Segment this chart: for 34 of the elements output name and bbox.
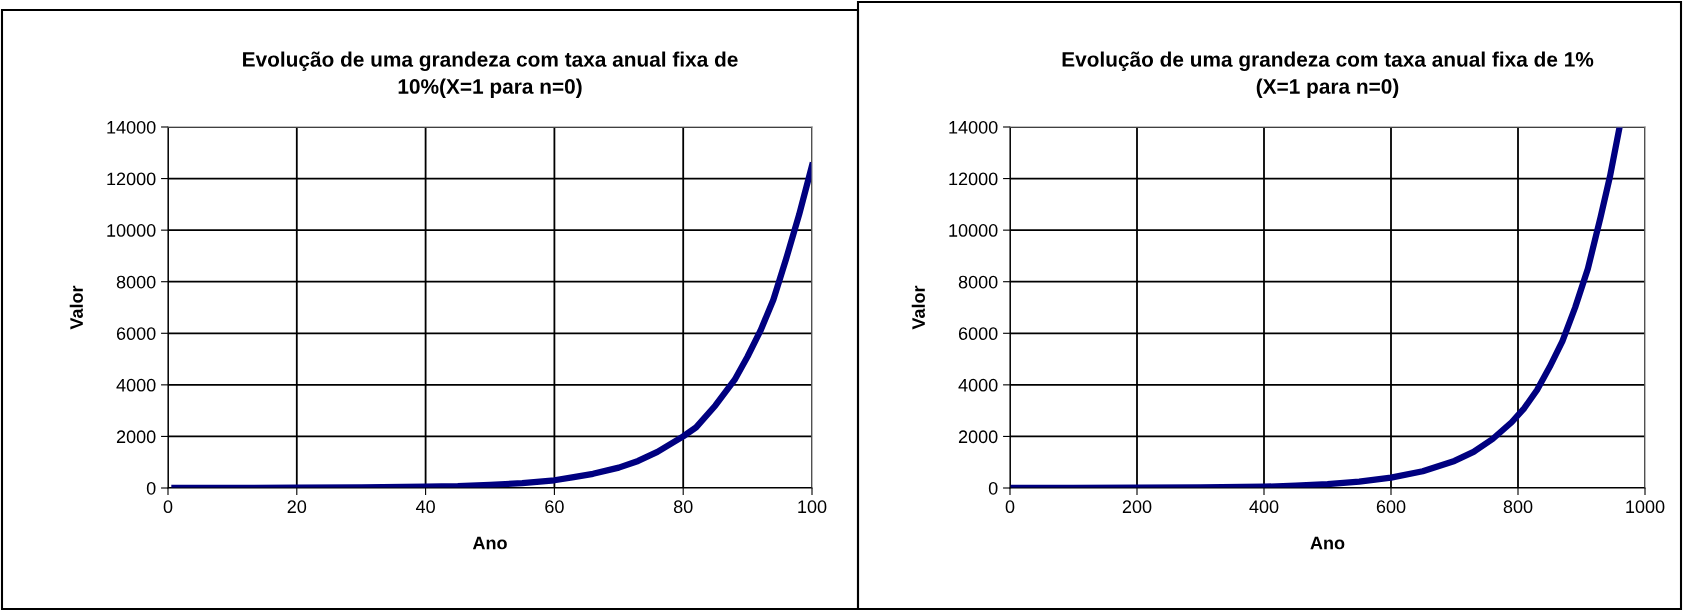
x-tick-label: 200 xyxy=(1122,500,1152,514)
x-axis-title: Ano xyxy=(472,536,507,550)
x-tick-label: 600 xyxy=(1376,500,1406,514)
y-tick-label: 12000 xyxy=(949,172,998,186)
x-axis-title: Ano xyxy=(1310,536,1345,550)
y-axis-title: Valor xyxy=(69,285,83,330)
y-tick-label: 10000 xyxy=(107,224,156,237)
y-tick-label: 14000 xyxy=(949,120,998,134)
x-tick-label: 1000 xyxy=(1626,500,1665,514)
x-tick-label: 400 xyxy=(1249,500,1279,514)
x-tick-label: 20 xyxy=(287,500,307,514)
y-tick-label: 12000 xyxy=(107,172,156,186)
y-tick-label: 2000 xyxy=(958,430,998,444)
x-tick-label: 40 xyxy=(415,500,435,514)
y-tick-label: 2000 xyxy=(116,430,156,444)
x-tick-label: 60 xyxy=(545,500,564,514)
y-tick-label: 6000 xyxy=(116,327,156,341)
y-tick-label: 0 xyxy=(988,481,998,495)
x-tick-label: 100 xyxy=(798,500,827,514)
x-tick-label: 0 xyxy=(163,500,173,514)
y-tick-label: 0 xyxy=(146,481,156,495)
chart-title: Evolução de uma grandeza com taxa anual fixa de 10%(X=1 para n=0) xyxy=(243,51,738,98)
x-tick-label: 0 xyxy=(1005,500,1015,514)
y-tick-label: 8000 xyxy=(116,275,156,289)
y-axis-title: Valor xyxy=(911,285,925,330)
y-tick-label: 10000 xyxy=(949,224,998,237)
y-tick-label: 8000 xyxy=(958,275,998,289)
y-tick-label: 4000 xyxy=(116,378,156,392)
y-tick-label: 4000 xyxy=(958,378,998,392)
x-tick-label: 80 xyxy=(673,500,693,514)
x-tick-label: 800 xyxy=(1503,500,1533,514)
y-tick-label: 6000 xyxy=(958,327,998,341)
chart-title: Evolução de uma grandeza com taxa anual fixa de 1% (X=1 para n=0) xyxy=(1062,51,1594,98)
y-tick-label: 14000 xyxy=(107,120,156,134)
